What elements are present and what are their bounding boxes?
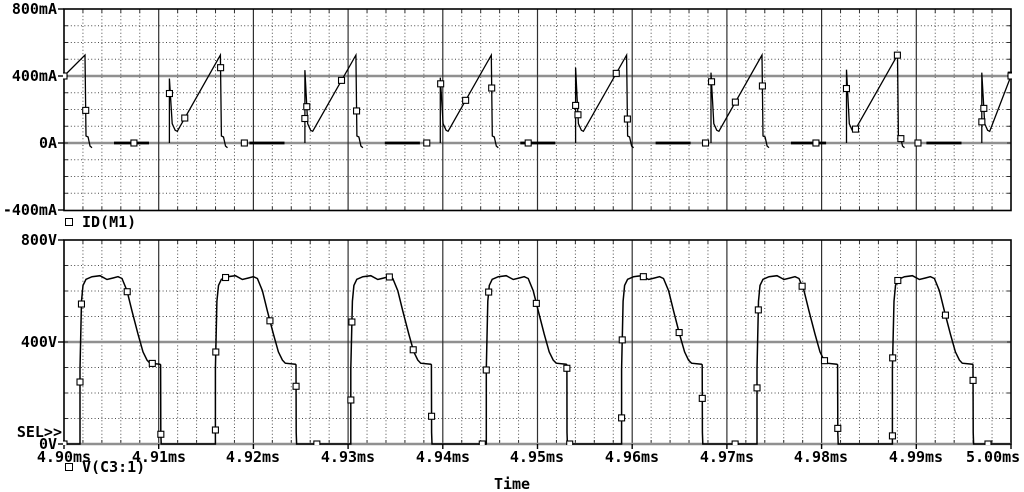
y-axis-label: 400V bbox=[20, 333, 57, 351]
x-tick-label: 4.93ms bbox=[320, 448, 376, 466]
sel-indicator: SEL>> bbox=[16, 423, 62, 441]
x-tick-label: 4.97ms bbox=[699, 448, 755, 466]
y-axis-label: 800mA bbox=[11, 0, 57, 18]
y-axis-label: 800V bbox=[20, 231, 57, 249]
legend-label: V(C3:1) bbox=[82, 458, 146, 476]
x-axis-title: Time bbox=[493, 475, 531, 492]
x-tick-label: 4.94ms bbox=[415, 448, 471, 466]
legend-label: ID(M1) bbox=[82, 213, 137, 231]
grid bbox=[58, 8, 1012, 449]
x-tick-label: 4.90ms bbox=[36, 448, 92, 466]
y-axis-label: 0A bbox=[38, 134, 57, 152]
x-tick-label: 4.92ms bbox=[225, 448, 281, 466]
trace-markers-v-c3-1 bbox=[63, 273, 992, 445]
trace-markers-id-m1 bbox=[63, 51, 1012, 147]
x-tick-label: 4.96ms bbox=[604, 448, 660, 466]
trace-id-m1[interactable] bbox=[63, 52, 1013, 149]
trace-marker-icon bbox=[65, 463, 73, 471]
trace-v-c3-1[interactable] bbox=[64, 274, 1011, 445]
y-axis-label: 400mA bbox=[11, 67, 57, 85]
y-axis-label: -400mA bbox=[2, 201, 57, 219]
trace-marker-icon bbox=[65, 218, 73, 226]
x-tick-label: 4.91ms bbox=[131, 448, 187, 466]
x-tick-label: 4.99ms bbox=[888, 448, 944, 466]
y-axis-label: 0V bbox=[38, 435, 57, 453]
x-tick-label: 4.95ms bbox=[509, 448, 565, 466]
x-tick-label: 4.98ms bbox=[793, 448, 849, 466]
legend-v-c3-1[interactable]: V(C3:1) bbox=[65, 458, 146, 476]
legend-id-m1[interactable]: ID(M1) bbox=[65, 213, 137, 231]
x-tick-label: 5.00ms bbox=[966, 448, 1021, 466]
